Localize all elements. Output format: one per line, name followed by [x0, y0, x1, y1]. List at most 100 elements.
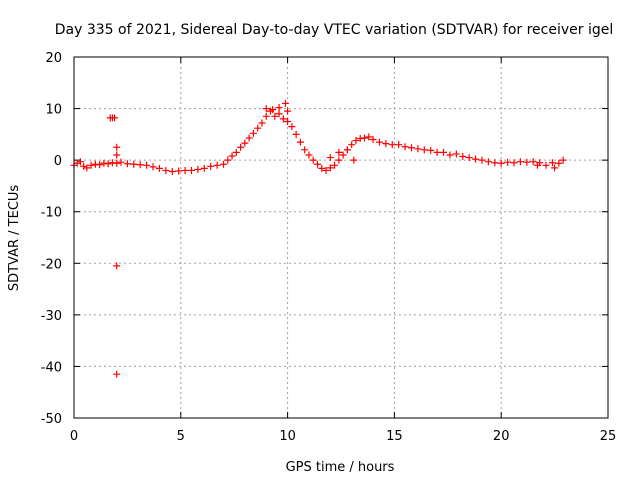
- data-point: [262, 112, 270, 120]
- x-tick-label: 20: [493, 429, 510, 444]
- data-point: [194, 165, 202, 173]
- data-point: [200, 164, 208, 172]
- data-point: [292, 130, 300, 138]
- data-point: [343, 146, 351, 154]
- data-point: [335, 156, 343, 164]
- data-point: [279, 115, 287, 123]
- data-point: [284, 107, 292, 115]
- data-point: [271, 112, 279, 120]
- data-point: [322, 166, 330, 174]
- data-point: [136, 161, 144, 169]
- data-point: [484, 158, 492, 166]
- y-tick-label: 20: [45, 51, 62, 66]
- data-point: [275, 104, 283, 112]
- y-tick-label: -50: [41, 412, 62, 427]
- data-point: [262, 105, 270, 113]
- data-point: [83, 164, 91, 172]
- data-points: [70, 99, 567, 378]
- data-point: [162, 166, 170, 174]
- data-point: [249, 129, 257, 137]
- data-point: [113, 159, 121, 167]
- data-point: [407, 144, 415, 152]
- data-point: [284, 117, 292, 125]
- data-point: [207, 162, 215, 170]
- x-axis-label: GPS time / hours: [286, 460, 395, 475]
- data-point: [350, 156, 358, 164]
- y-tick-label: -10: [41, 206, 62, 221]
- data-point: [559, 156, 567, 164]
- data-point: [352, 137, 360, 145]
- x-tick-label: 0: [70, 429, 78, 444]
- data-point: [446, 151, 454, 159]
- data-point: [534, 161, 542, 169]
- data-point: [245, 134, 253, 142]
- data-point: [104, 160, 112, 168]
- x-tick-label: 10: [279, 429, 296, 444]
- data-point: [281, 99, 289, 107]
- data-point: [213, 161, 221, 169]
- x-tick-label: 15: [386, 429, 403, 444]
- data-point: [504, 158, 512, 166]
- data-point: [440, 148, 448, 156]
- data-point: [382, 140, 390, 148]
- data-point: [420, 146, 428, 154]
- data-point: [149, 163, 157, 171]
- data-point: [339, 151, 347, 159]
- data-point: [491, 159, 499, 167]
- data-point: [130, 160, 138, 168]
- data-point: [365, 133, 373, 141]
- data-point: [318, 164, 326, 172]
- data-point: [516, 158, 524, 166]
- data-point: [326, 154, 334, 162]
- data-point: [269, 106, 277, 114]
- x-tick-label: 5: [177, 429, 185, 444]
- data-point: [395, 141, 403, 149]
- data-point: [401, 143, 409, 151]
- data-point: [224, 156, 232, 164]
- data-point: [335, 148, 343, 156]
- grid-lines: [74, 57, 608, 418]
- axis-ticks: 0 5 10 15 20 25 -50 -40 -30 -20 -10 0 10 20: [41, 51, 617, 444]
- data-point: [296, 138, 304, 146]
- plot-frame: [73, 56, 609, 419]
- data-point: [326, 164, 334, 172]
- data-point: [542, 161, 550, 169]
- data-point: [331, 161, 339, 169]
- data-point: [241, 139, 249, 147]
- data-point: [155, 164, 163, 172]
- data-point: [360, 134, 368, 142]
- data-point: [87, 161, 95, 169]
- data-point: [275, 110, 283, 118]
- data-point: [168, 167, 176, 175]
- data-point: [348, 141, 356, 149]
- data-point: [80, 162, 88, 170]
- data-point: [117, 158, 125, 166]
- data-point: [375, 138, 383, 146]
- y-tick-label: -20: [41, 257, 62, 272]
- data-point: [76, 158, 84, 166]
- data-point: [187, 166, 195, 174]
- data-point: [529, 158, 537, 166]
- data-point: [523, 158, 531, 166]
- data-point: [96, 161, 104, 169]
- data-point: [143, 161, 151, 169]
- data-point: [305, 151, 313, 159]
- data-point: [309, 156, 317, 164]
- data-point: [551, 164, 559, 172]
- data-point: [113, 370, 121, 378]
- data-point: [465, 154, 473, 162]
- data-point: [288, 123, 296, 131]
- data-point: [220, 160, 228, 168]
- data-point: [232, 148, 240, 156]
- data-point: [414, 145, 422, 153]
- data-point: [113, 151, 121, 159]
- data-point: [73, 159, 81, 167]
- y-tick-label: 0: [54, 154, 62, 169]
- data-point: [548, 159, 556, 167]
- data-point: [478, 156, 486, 164]
- y-tick-label: 10: [45, 103, 62, 118]
- data-point: [113, 143, 121, 151]
- data-point: [555, 159, 563, 167]
- data-point: [111, 114, 119, 122]
- y-axis-label: SDTVAR / TECUs: [7, 185, 22, 292]
